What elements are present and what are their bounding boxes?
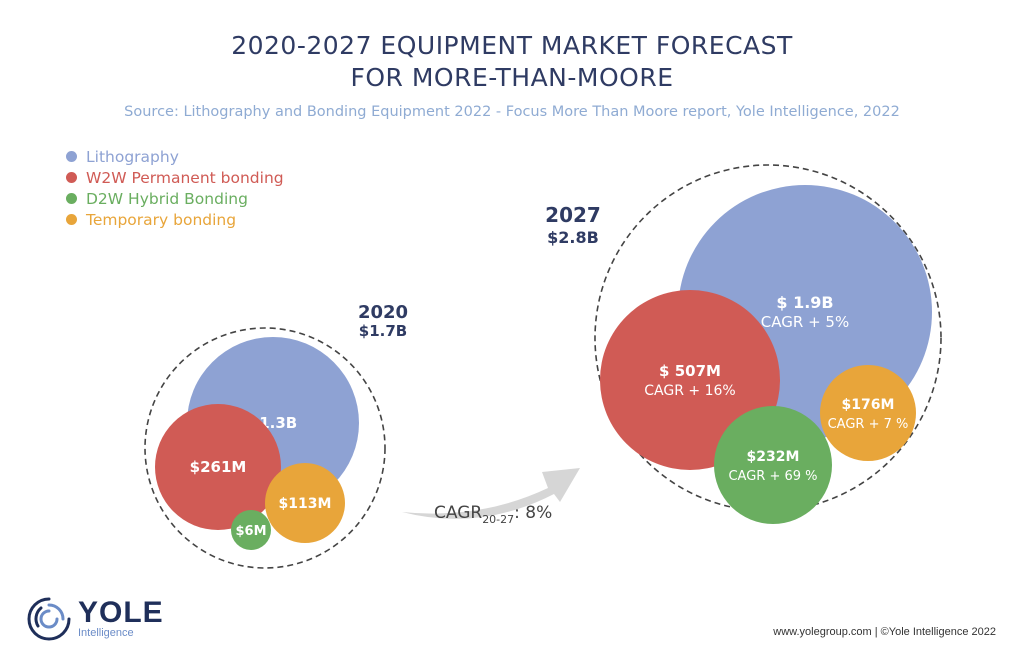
bubble-cagr-label: CAGR + 7 % (828, 417, 909, 432)
bubble-value-label: $261M (190, 458, 247, 476)
chart-title: 2020-2027 EQUIPMENT MARKET FORECAST FOR … (0, 30, 1024, 94)
yole-swirl-icon (27, 597, 71, 641)
group-year-label: 2027 (545, 203, 601, 227)
legend-label: Lithography (86, 147, 179, 166)
bubble-value-label: $6M (235, 524, 266, 539)
legend-label: W2W Permanent bonding (86, 168, 284, 187)
bubble-2027-temporary-bonding (820, 365, 916, 461)
logo-sub-text: Intelligence (78, 627, 134, 639)
legend-label: D2W Hybrid Bonding (86, 189, 248, 208)
footer-credit: www.yolegroup.com | ©Yole Intelligence 2… (773, 626, 996, 638)
legend-item: Lithography (66, 146, 284, 167)
growth-arrow (402, 468, 580, 519)
legend-dot-icon (66, 193, 77, 204)
group-outline-2020 (144, 327, 386, 569)
yole-logo: YOLE Intelligence (26, 596, 164, 642)
legend-label: Temporary bonding (86, 210, 237, 229)
legend-dot-icon (66, 151, 77, 162)
bubble-value-label: $113M (279, 496, 332, 512)
legend-item: W2W Permanent bonding (66, 167, 284, 188)
title-line-2: FOR MORE-THAN-MOORE (350, 63, 674, 92)
bubble-value-label: $ 1.9B (776, 293, 833, 312)
bubble-value-label: $176M (842, 397, 895, 413)
bubble-cagr-label: CAGR + 5% (761, 313, 849, 331)
bubble-2020-d2w-hybrid-bonding (231, 510, 271, 550)
legend-dot-icon (66, 214, 77, 225)
bubble-2027-d2w-hybrid-bonding (714, 406, 832, 524)
legend-item: D2W Hybrid Bonding (66, 188, 284, 209)
group-total-label: $2.8B (547, 228, 599, 247)
group-total-label: $1.7B (359, 322, 407, 340)
bubble-2020-w2w-permanent-bonding (155, 404, 281, 530)
bubble-cagr-label: CAGR + 69 % (728, 469, 817, 484)
bubble-2020-temporary-bonding (265, 463, 345, 543)
bubble-value-label: $ 507M (659, 362, 721, 380)
legend-dot-icon (66, 172, 77, 183)
bubble-value-label: $232M (747, 449, 800, 465)
group-year-label: 2020 (358, 302, 408, 323)
overall-cagr-label: CAGR20-27: 8% (434, 503, 552, 526)
logo-main-text: YOLE (78, 596, 164, 629)
legend: Lithography W2W Permanent bonding D2W Hybr… (66, 146, 284, 230)
title-line-1: 2020-2027 EQUIPMENT MARKET FORECAST (231, 31, 793, 60)
chart-subtitle: Source: Lithography and Bonding Equipmen… (124, 104, 900, 120)
bubble-cagr-label: CAGR + 16% (644, 383, 735, 399)
legend-item: Temporary bonding (66, 209, 284, 230)
